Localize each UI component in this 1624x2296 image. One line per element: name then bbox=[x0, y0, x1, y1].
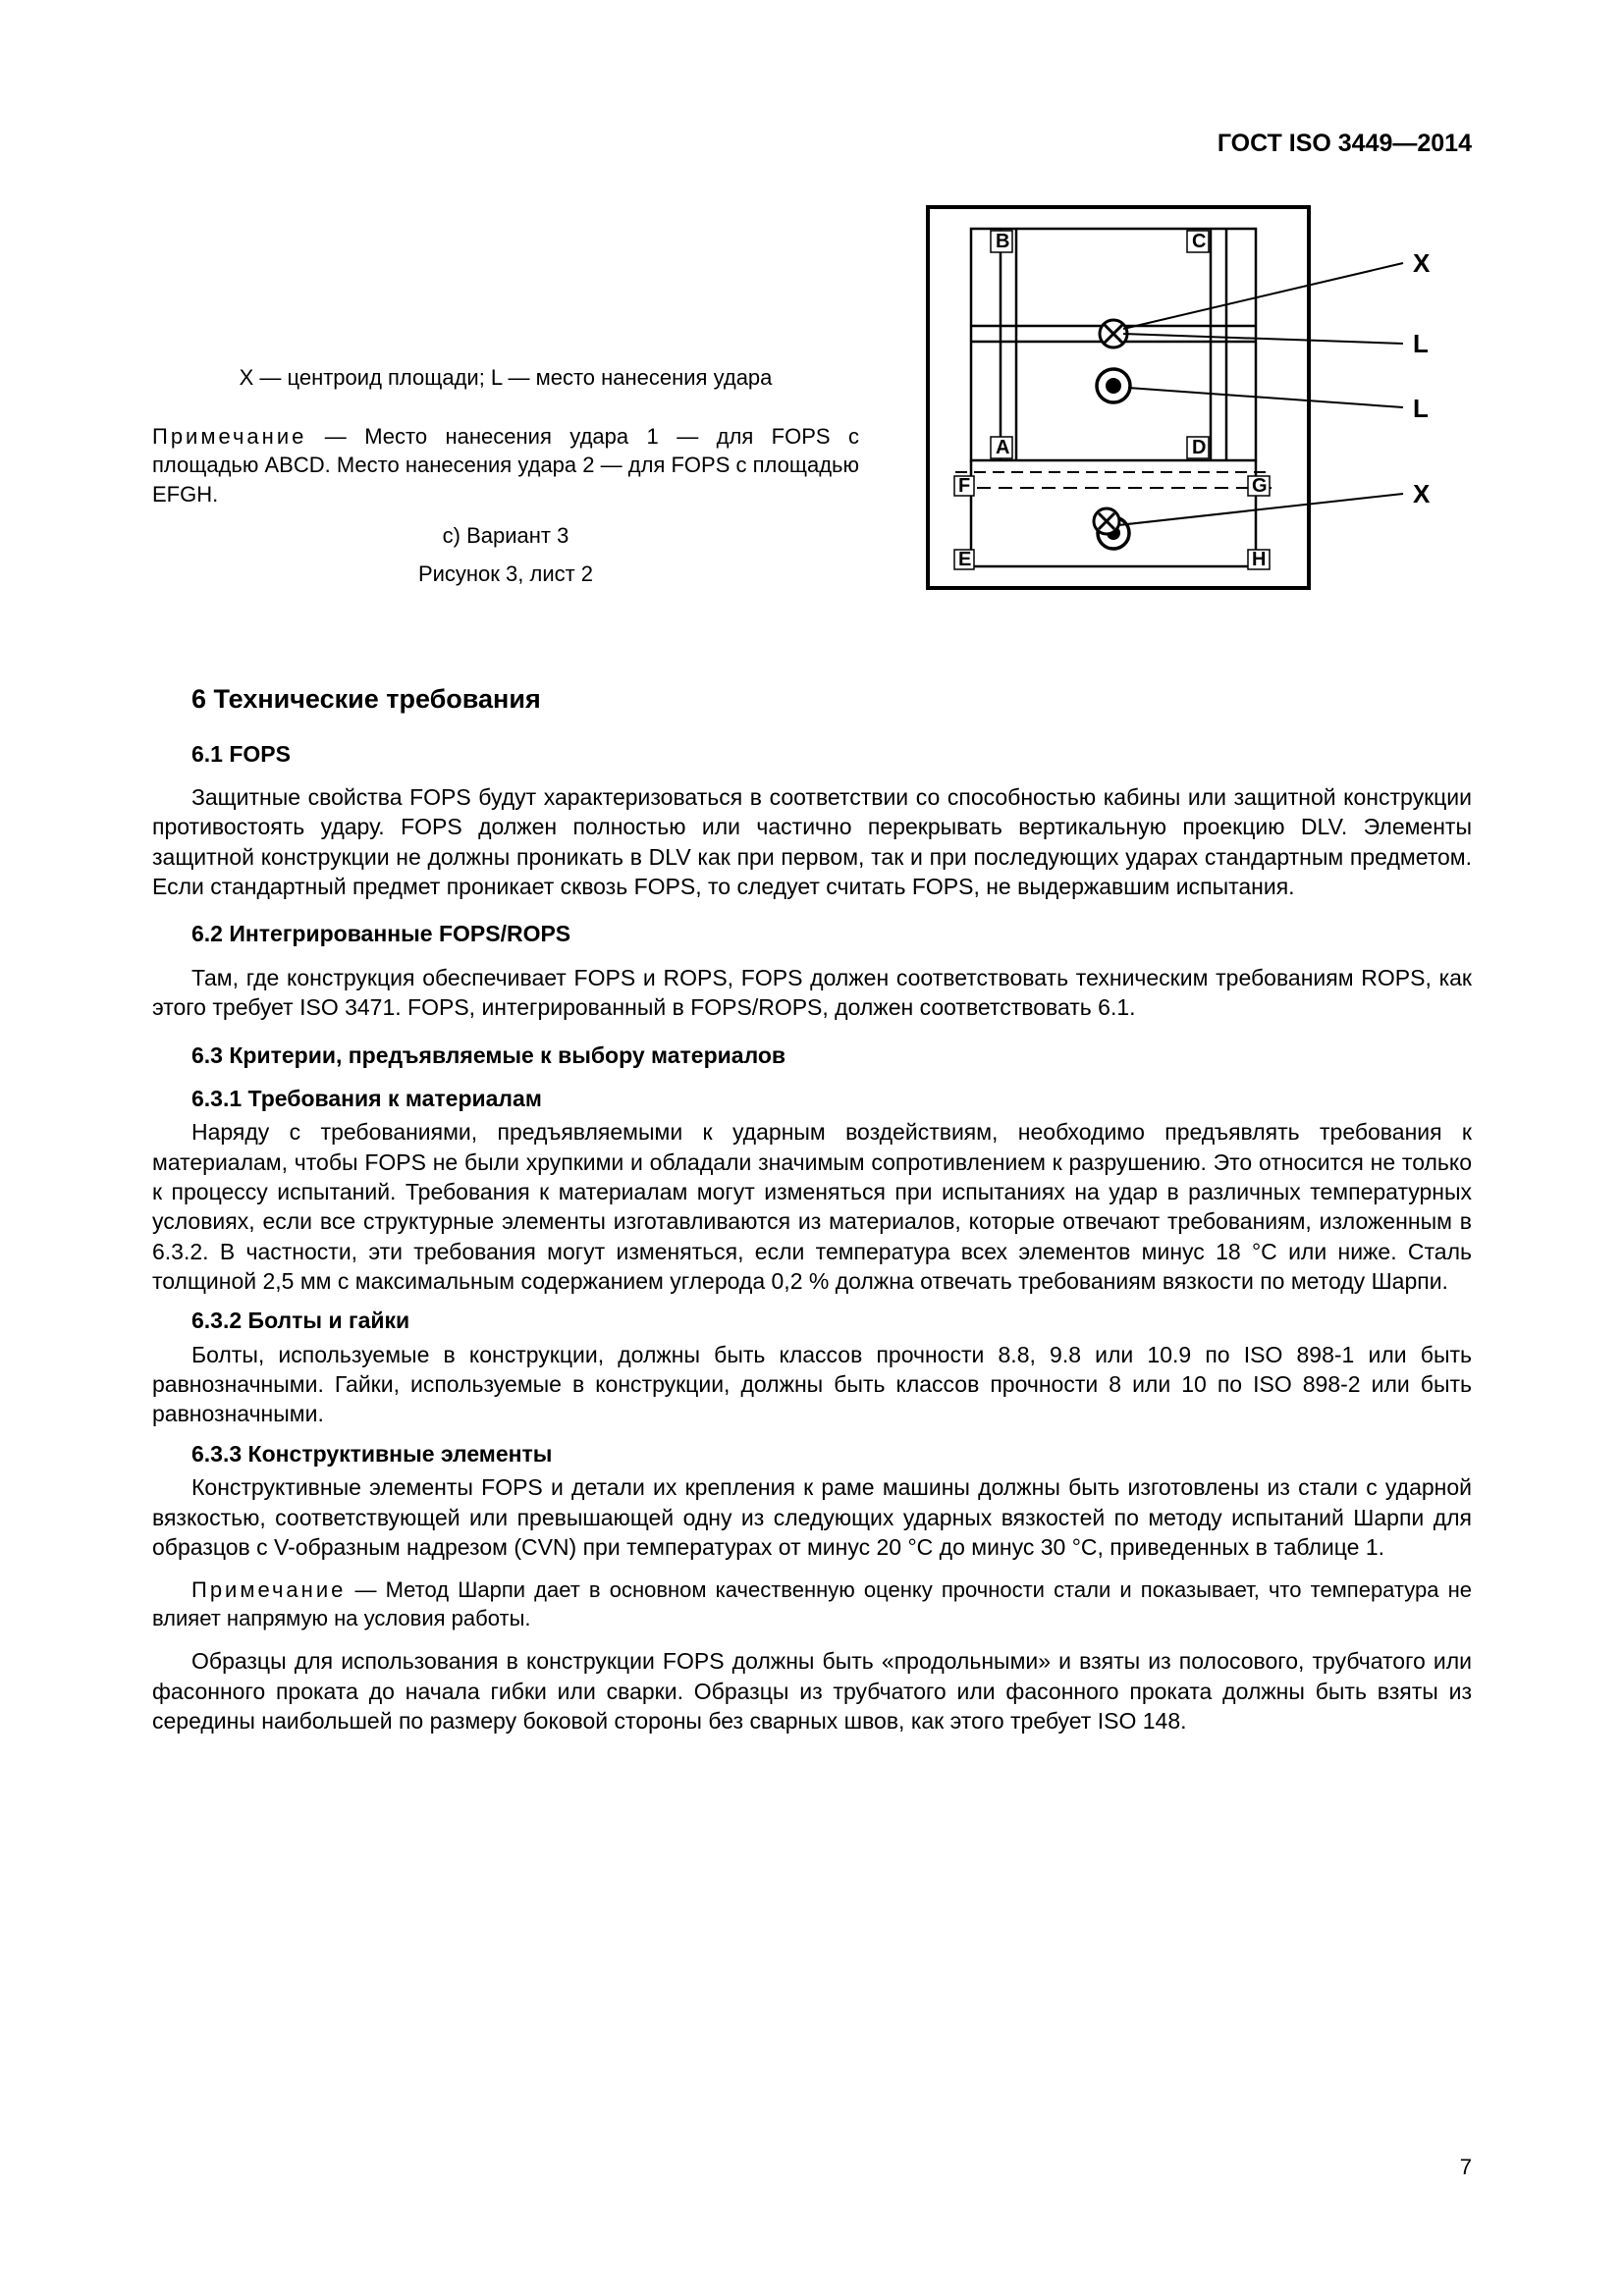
figure-left-text: X — центроид площади; L — место нанесени… bbox=[152, 363, 859, 609]
heading-6-3: 6.3 Критерии, предъявляемые к выбору мат… bbox=[191, 1041, 1472, 1070]
main-content: 6 Технические требования 6.1 FOPS Защитн… bbox=[152, 653, 1472, 1739]
para-6-3-3-note: Примечание — Метод Шарпи дает в основном… bbox=[152, 1575, 1472, 1632]
heading-6-1: 6.1 FOPS bbox=[191, 739, 1472, 769]
para-6-3-3a: Конструктивные элементы FOPS и детали их… bbox=[152, 1472, 1472, 1562]
figure-note: Примечание — Место нанесения удара 1 — д… bbox=[152, 422, 859, 509]
caption-variant: c) Вариант 3 bbox=[152, 521, 859, 551]
heading-6-2: 6.2 Интегрированные FOPS/ROPS bbox=[191, 919, 1472, 948]
figure-leaders bbox=[922, 201, 1472, 594]
heading-6-3-3: 6.3.3 Конструктивные элементы bbox=[191, 1439, 1472, 1468]
para-6-3-1: Наряду с требованиями, предъявляемыми к … bbox=[152, 1117, 1472, 1296]
figure-legend: X — центроид площади; L — место нанесени… bbox=[152, 363, 859, 393]
figure-area: B C A D F G E H X L L X bbox=[922, 201, 1472, 594]
para-6-1: Защитные свойства FOPS будут характеризо… bbox=[152, 782, 1472, 901]
heading-6: 6 Технические требования bbox=[191, 682, 1472, 718]
document-header: ГОСТ ISO 3449—2014 bbox=[1218, 130, 1472, 158]
side-label-l1: L bbox=[1413, 329, 1429, 359]
note-label: Примечание bbox=[152, 424, 306, 449]
side-label-x1: X bbox=[1413, 248, 1430, 279]
heading-6-3-1: 6.3.1 Требования к материалам bbox=[191, 1084, 1472, 1113]
heading-6-3-2: 6.3.2 Болты и гайки bbox=[191, 1306, 1472, 1335]
page-number: 7 bbox=[1460, 2155, 1472, 2180]
caption-figure: Рисунок 3, лист 2 bbox=[152, 560, 859, 589]
note2-text: — Метод Шарпи дает в основном качественн… bbox=[152, 1577, 1472, 1630]
side-label-l2: L bbox=[1413, 394, 1429, 424]
side-label-x2: X bbox=[1413, 479, 1430, 509]
para-6-3-2: Болты, используемые в конструкции, должн… bbox=[152, 1340, 1472, 1429]
para-6-3-3b: Образцы для использования в конструкции … bbox=[152, 1646, 1472, 1735]
note2-label: Примечание bbox=[191, 1577, 346, 1602]
para-6-2: Там, где конструкция обеспечивает FOPS и… bbox=[152, 963, 1472, 1023]
